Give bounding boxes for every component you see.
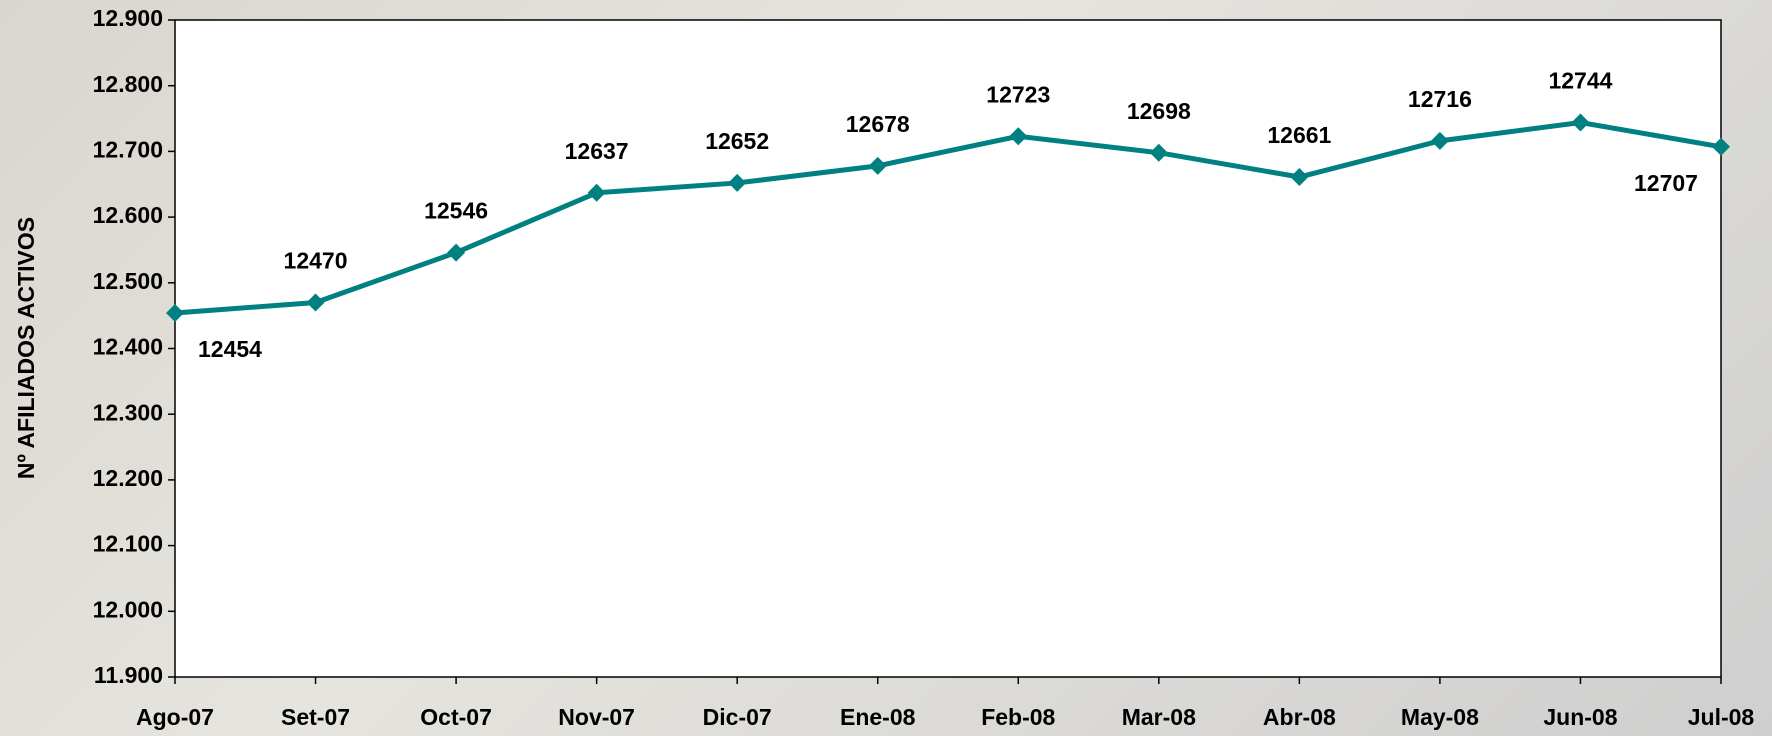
data-label: 12744: [1548, 68, 1612, 94]
marker: [1009, 127, 1028, 146]
x-tick-label: Jul-08: [1688, 704, 1755, 730]
data-label: 12698: [1127, 98, 1191, 124]
marker: [1712, 137, 1730, 156]
x-tick-label: Ene-08: [840, 704, 916, 730]
marker: [166, 304, 184, 323]
x-tick-label: Jun-08: [1543, 704, 1617, 730]
data-label: 12454: [198, 336, 262, 362]
y-axis-label: Nº AFILIADOS ACTIVOS: [13, 217, 39, 479]
data-label: 12637: [565, 138, 629, 164]
marker: [1149, 143, 1168, 162]
marker: [1571, 113, 1590, 132]
x-tick-label: May-08: [1401, 704, 1479, 730]
marker: [447, 243, 466, 262]
marker: [868, 156, 887, 175]
y-tick-label: 11.900: [94, 662, 163, 688]
x-tick-label: Mar-08: [1122, 704, 1196, 730]
y-tick-label: 12.000: [93, 596, 163, 622]
data-label: 12716: [1408, 86, 1472, 112]
data-label: 12707: [1634, 170, 1698, 196]
x-tick-label: Nov-07: [558, 704, 635, 730]
data-label: 12470: [284, 248, 348, 274]
data-label: 12723: [986, 81, 1050, 107]
data-label: 12678: [846, 111, 910, 137]
plot-area: [174, 19, 1722, 678]
data-label: 12661: [1267, 122, 1331, 148]
x-tick-label: Oct-07: [420, 704, 492, 730]
y-tick-label: 12.800: [93, 71, 163, 97]
marker: [587, 183, 606, 202]
y-tick-label: 12.100: [93, 531, 163, 557]
marker: [728, 173, 747, 192]
x-tick-label: Ago-07: [136, 704, 214, 730]
series-line: [174, 119, 1722, 316]
marker: [1430, 131, 1449, 150]
x-tick-label: Set-07: [281, 704, 350, 730]
marker: [306, 293, 325, 312]
y-tick-label: 12.500: [93, 268, 163, 294]
data-label: 12652: [705, 128, 769, 154]
y-tick-label: 12.700: [93, 136, 163, 162]
x-tick-label: Abr-08: [1263, 704, 1336, 730]
y-tick-label: 12.900: [93, 5, 163, 31]
y-tick-label: 12.300: [93, 399, 163, 425]
x-tick-label: Feb-08: [981, 704, 1055, 730]
x-tick-label: Dic-07: [703, 704, 772, 730]
data-label: 12546: [424, 198, 488, 224]
y-tick-label: 12.200: [93, 465, 163, 491]
y-tick-label: 12.400: [93, 334, 163, 360]
y-tick-label: 12.600: [93, 202, 163, 228]
marker: [1290, 168, 1309, 187]
